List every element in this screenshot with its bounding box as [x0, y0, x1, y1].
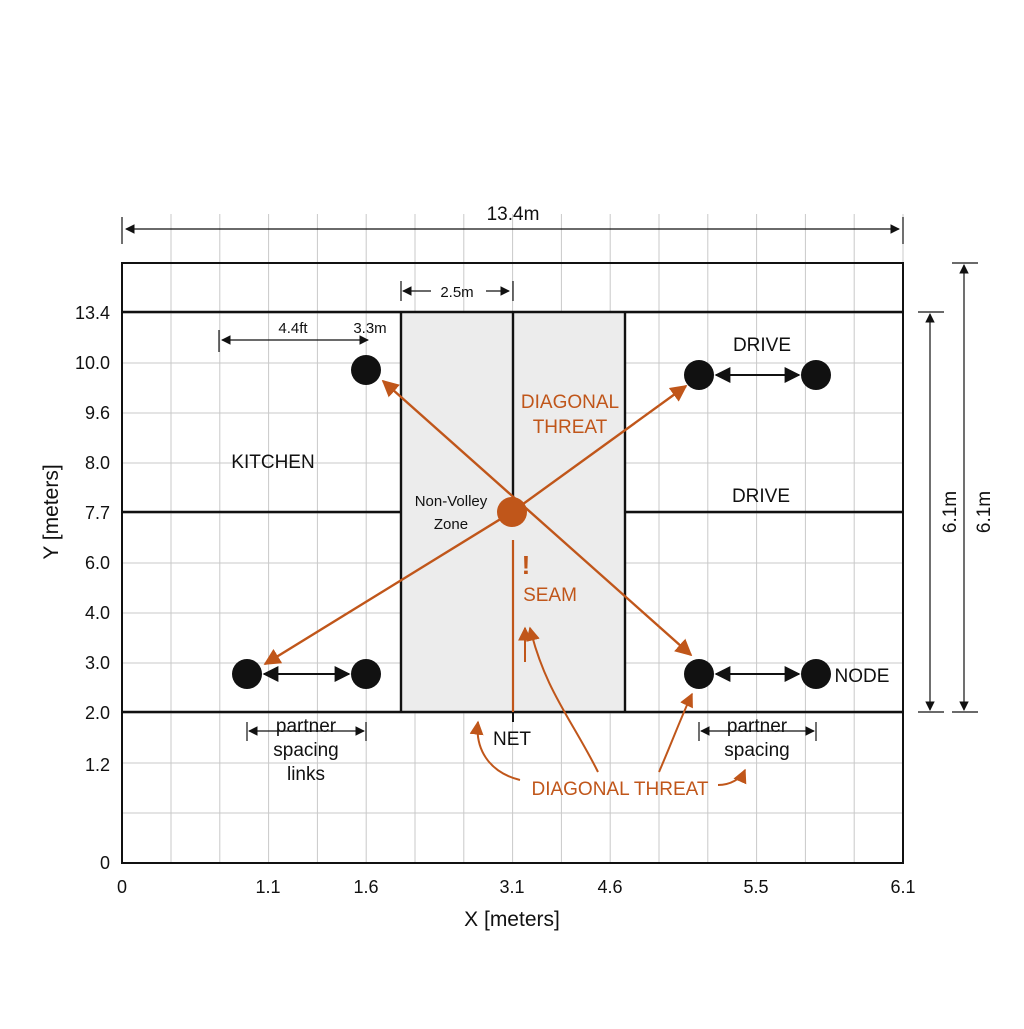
y-tick-label: 2.0	[85, 703, 110, 723]
threat-arrows	[263, 379, 747, 786]
player-node	[684, 659, 714, 689]
left-spacing-text-line1: partner	[276, 716, 337, 737]
right-spacing-text-line1: partner	[727, 716, 788, 737]
curve-arrow-to-seam	[526, 626, 599, 773]
y-tick-label: 6.0	[85, 553, 110, 573]
nvz-label-line1: Non-Volley	[415, 493, 488, 510]
x-tick-label: 1.6	[353, 877, 378, 897]
drive-label-mid: DRIVE	[732, 486, 790, 507]
outer-height-label: 6.1m	[974, 491, 995, 533]
x-tick-label: 1.1	[255, 877, 280, 897]
y-axis-title: Y [meters]	[40, 464, 63, 559]
player-node	[801, 659, 831, 689]
diagonal-threat-label-line2: THREAT	[533, 417, 608, 438]
diagonal-threat-label-line1: DIAGONAL	[521, 392, 619, 413]
y-tick-label: 8.0	[85, 453, 110, 473]
y-tick-label: 1.2	[85, 755, 110, 775]
curve-arrow-to-node	[658, 692, 693, 773]
x-tick-label: 5.5	[743, 877, 768, 897]
node-label: NODE	[835, 666, 890, 687]
y-tick-label: 13.4	[75, 303, 110, 323]
net-label: NET	[493, 729, 531, 750]
seam-warning-mark: !	[522, 550, 531, 580]
x-tick-label: 4.6	[597, 877, 622, 897]
y-tick-label: 3.0	[85, 653, 110, 673]
player-node	[351, 355, 381, 385]
curve-arrow-to-net	[469, 720, 521, 781]
y-tick-label: 10.0	[75, 353, 110, 373]
nvz-label-line2: Zone	[434, 516, 468, 533]
x-tick-label: 6.1	[890, 877, 915, 897]
player-nodes	[232, 355, 831, 689]
curve-arrow-to-spacing	[717, 768, 747, 786]
total-width-label: 13.4m	[487, 204, 540, 225]
x-tick-label: 3.1	[499, 877, 524, 897]
player-node	[684, 360, 714, 390]
threat-arrow-cross-diagonal	[381, 379, 693, 657]
seam-label: SEAM	[523, 585, 577, 606]
inner-height-label: 6.1m	[940, 491, 961, 533]
partner-links	[262, 367, 801, 682]
y-tick-label: 0	[100, 853, 110, 873]
diagonal-threat-bottom-label: DIAGONAL THREAT	[531, 779, 708, 800]
left-spacing-text-line3: links	[287, 764, 325, 785]
right-spacing-text-line2: spacing	[724, 740, 790, 761]
plot-frame	[121, 262, 904, 864]
left-offset-label: 3.3m	[353, 320, 386, 337]
player-node	[351, 659, 381, 689]
dimension-lines: 13.4m 2.5m 4.4ft 3.3m 6.1m 6.1m	[121, 204, 995, 741]
x-tick-label: 0	[117, 877, 127, 897]
x-tick-labels: 0 1.1 1.6 3.1 4.6 5.5 6.1	[117, 877, 916, 897]
player-node	[232, 659, 262, 689]
y-tick-label: 7.7	[85, 503, 110, 523]
left-spacing-label: 4.4ft	[278, 320, 308, 337]
y-tick-labels: 13.4 10.0 9.6 8.0 7.7 6.0 4.0 3.0 2.0 1.2 0	[75, 303, 110, 873]
ball-node	[497, 497, 527, 527]
left-spacing-text-line2: spacing	[273, 740, 339, 761]
nvz-width-label: 2.5m	[440, 284, 473, 301]
kitchen-label: KITCHEN	[231, 452, 314, 473]
y-tick-label: 4.0	[85, 603, 110, 623]
y-tick-label: 9.6	[85, 403, 110, 423]
player-node	[801, 360, 831, 390]
drive-label-top: DRIVE	[733, 335, 791, 356]
x-axis-title: X [meters]	[464, 908, 560, 931]
